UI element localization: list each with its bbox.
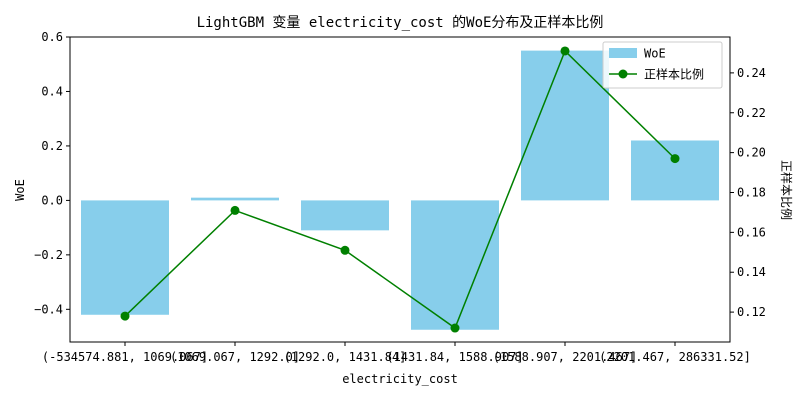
point-positive-rate-4 — [560, 46, 570, 56]
x-tick-label-3: (1431.84, 1588.907] — [386, 350, 523, 364]
axes: −0.4 −0.2 0.0 0.2 0.4 0.6 0.12 0.14 0.16 0.18 0.20… — [34, 30, 766, 364]
legend-swatch-woe — [609, 48, 637, 58]
x-tick-label-5: (2201.467, 286331.52] — [599, 350, 751, 364]
y-left-tick-label-0: −0.4 — [34, 302, 63, 316]
bar-woe-2 — [301, 200, 389, 231]
x-tick-label-1: (1069.067, 1292.0] — [170, 350, 300, 364]
legend-label-positive-rate: 正样本比例 — [644, 67, 704, 82]
y-left-tick-label-2: 0.0 — [41, 193, 63, 207]
point-positive-rate-1 — [230, 205, 240, 215]
y-right-tick-label-1: 0.14 — [737, 265, 766, 279]
y-right-tick-label-4: 0.20 — [737, 146, 766, 160]
x-tick-label-4: (1588.907, 2201.467] — [493, 350, 638, 364]
x-tick-label-0: (-534574.881, 1069.067] — [42, 350, 208, 364]
y-axis-right-label: 正样本比例 — [779, 160, 794, 220]
point-positive-rate-3 — [450, 323, 460, 333]
point-positive-rate-2 — [340, 245, 350, 255]
bar-woe-4 — [521, 50, 609, 201]
y-right-tick-label-2: 0.16 — [737, 225, 766, 239]
bar-woe-1 — [191, 197, 279, 201]
line-positive-rate — [124, 49, 676, 330]
x-axis-label: electricity_cost — [342, 372, 458, 386]
y-left-tick-label-4: 0.4 — [41, 84, 63, 98]
legend-label-woe: WoE — [644, 47, 666, 61]
y-right-tick-label-6: 0.24 — [737, 66, 766, 80]
y-left-tick-label-3: 0.2 — [41, 139, 63, 153]
y-right-tick-label-5: 0.22 — [737, 106, 766, 120]
x-tick-label-2: (1292.0, 1431.84] — [284, 350, 407, 364]
y-right-tick-label-0: 0.12 — [737, 305, 766, 319]
point-positive-rate-0 — [120, 311, 130, 321]
bar-woe-0 — [81, 200, 169, 315]
plot-frame — [69, 36, 731, 343]
legend: WoE 正样本比例 — [602, 41, 723, 89]
plot-area — [81, 46, 719, 333]
bar-woe-5 — [631, 140, 719, 201]
y-right-tick-label-3: 0.18 — [737, 185, 766, 199]
y-axis-left-label: WoE — [13, 179, 27, 201]
y-left-tick-label-5: 0.6 — [41, 30, 63, 44]
y-left-tick-label-1: −0.2 — [34, 248, 63, 262]
legend-marker-positive-rate — [618, 69, 628, 79]
point-positive-rate-5 — [670, 154, 680, 164]
chart-title: LightGBM 变量 electricity_cost 的WoE分布及正样本比… — [197, 15, 604, 31]
bar-woe-3 — [411, 200, 499, 330]
